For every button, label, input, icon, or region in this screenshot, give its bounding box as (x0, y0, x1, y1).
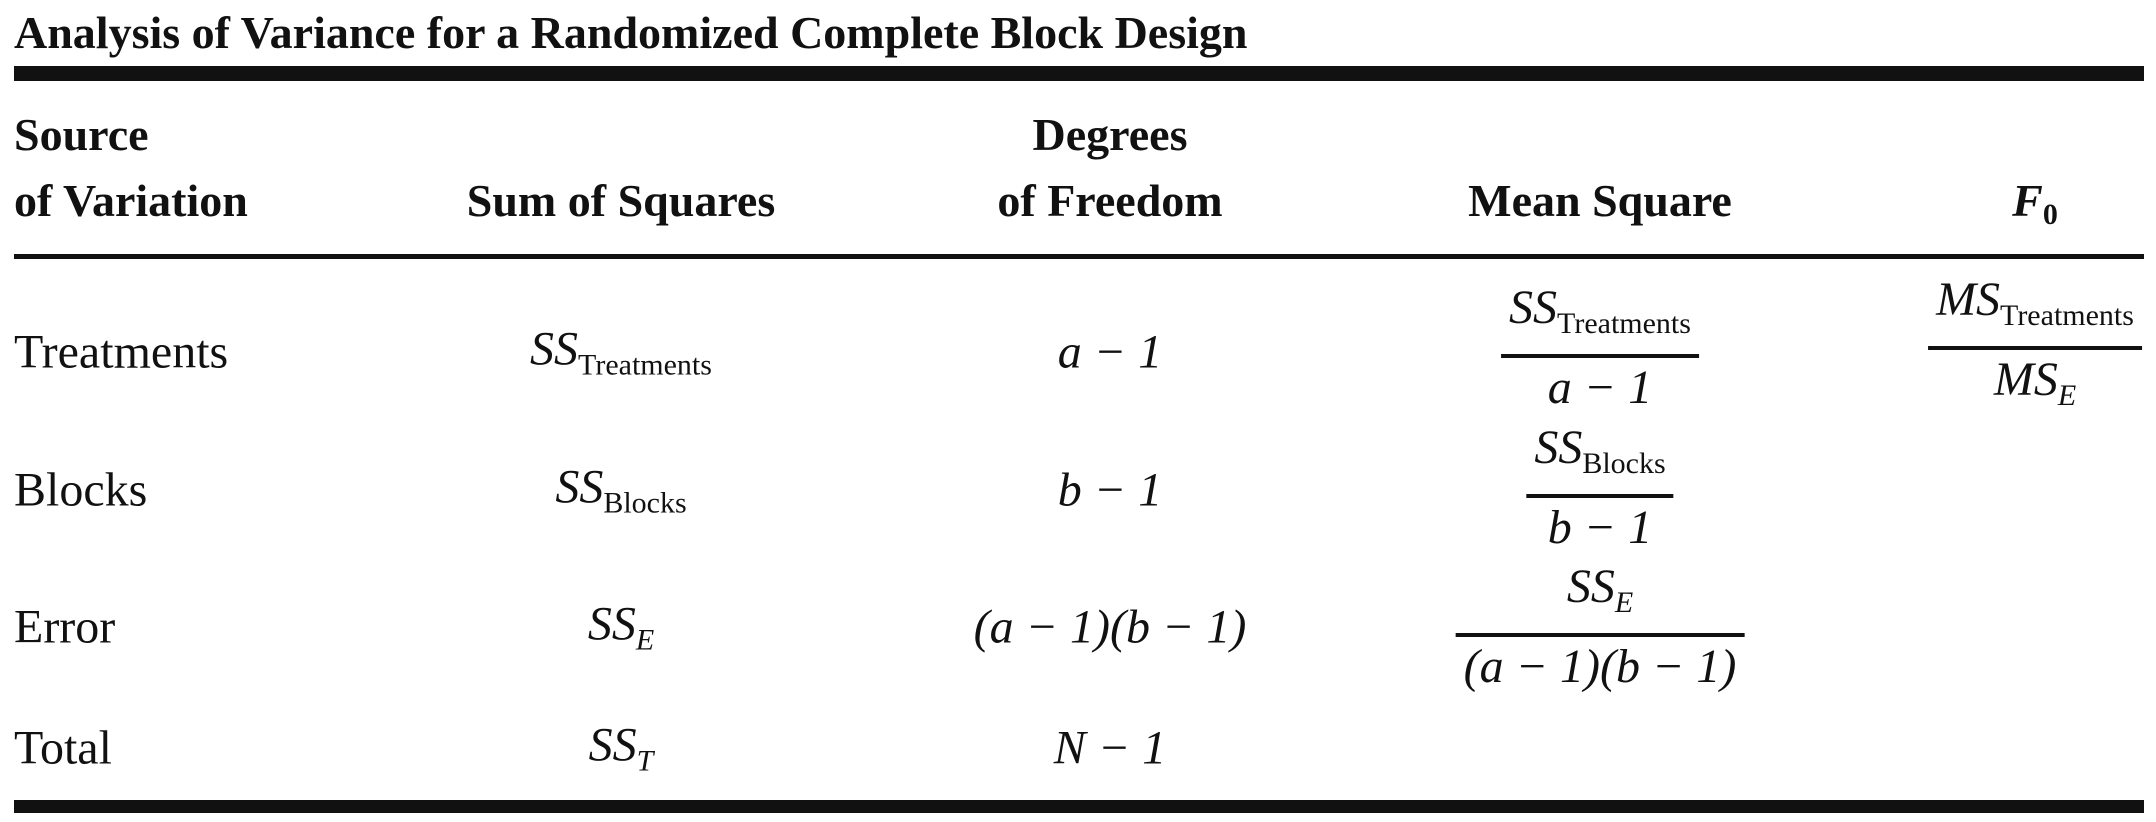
row-ss-blocks: SSBlocks (555, 460, 686, 521)
fraction-numerator: SSBlocks (1526, 420, 1673, 494)
fraction-numerator: SSE (1559, 559, 1641, 633)
header-degrees-of-freedom: Degrees of Freedom (997, 102, 1222, 234)
row-ss-total: SST (589, 718, 654, 779)
f-den-symbol: MS (1993, 353, 2058, 406)
ms-num-symbol: SS (1534, 421, 1583, 474)
f-num-subscript: Treatments (2000, 299, 2134, 332)
table-title: Analysis of Variance for a Randomized Co… (14, 7, 1248, 58)
f-fraction-treatments: MSTreatments MSE (1928, 272, 2142, 424)
header-source-of-variation: Source of Variation (14, 102, 248, 234)
ms-fraction-error: SSE (a − 1)(b − 1) (1455, 559, 1745, 695)
ss-subscript: T (636, 744, 654, 778)
header-f-subscript: 0 (2042, 198, 2058, 231)
ms-fraction-blocks: SSBlocks b − 1 (1526, 420, 1674, 556)
row-source-error: Error (14, 600, 116, 654)
bottom-rule (14, 800, 2144, 813)
ss-subscript: Blocks (603, 486, 687, 520)
ss-subscript: E (635, 623, 655, 657)
row-ss-error: SSE (588, 597, 654, 658)
header-df-line1: Degrees (1032, 109, 1188, 160)
header-mean-square: Mean Square (1468, 175, 1732, 226)
row-source-treatments: Treatments (14, 325, 229, 379)
ms-num-subscript: Blocks (1582, 447, 1666, 480)
row-f-treatments: MSTreatments MSE (1928, 272, 2142, 424)
header-source-line1: Source (14, 109, 149, 160)
fraction-numerator: MSTreatments (1928, 272, 2142, 346)
ss-symbol: SS (588, 718, 637, 772)
header-f-symbol: F (2012, 175, 2043, 226)
row-df-treatments: a − 1 (1057, 325, 1163, 379)
top-rule (14, 66, 2144, 81)
fraction-denominator: a − 1 (1547, 361, 1653, 414)
f-den-subscript: E (2057, 379, 2077, 412)
row-source-total: Total (14, 721, 112, 775)
fraction-bar (1501, 354, 1699, 358)
header-sum-of-squares: Sum of Squares (466, 175, 776, 226)
header-df-line2: of Freedom (997, 175, 1223, 226)
row-ms-treatments: SSTreatments a − 1 (1501, 280, 1699, 416)
row-df-total: N − 1 (1053, 721, 1167, 775)
ms-num-symbol: SS (1509, 281, 1558, 334)
ms-num-subscript: E (1614, 586, 1634, 619)
f-num-symbol: MS (1936, 273, 2001, 326)
row-df-blocks: b − 1 (1057, 463, 1163, 517)
ss-subscript: Treatments (578, 348, 712, 382)
ss-symbol: SS (530, 322, 579, 376)
ms-fraction-treatments: SSTreatments a − 1 (1501, 280, 1699, 416)
row-ms-error: SSE (a − 1)(b − 1) (1455, 559, 1745, 695)
header-source-line2: of Variation (14, 175, 248, 226)
ms-num-subscript: Treatments (1557, 307, 1691, 340)
fraction-bar (1928, 346, 2142, 350)
header-f0: F0 (2012, 168, 2058, 248)
fraction-numerator: SSTreatments (1501, 280, 1699, 354)
row-df-error: (a − 1)(b − 1) (973, 600, 1247, 654)
fraction-bar (1455, 633, 1745, 637)
row-ms-blocks: SSBlocks b − 1 (1526, 420, 1674, 556)
row-source-blocks: Blocks (14, 463, 148, 517)
ss-symbol: SS (555, 460, 604, 514)
row-ss-treatments: SSTreatments (530, 322, 712, 383)
fraction-denominator: b − 1 (1547, 501, 1653, 554)
ms-num-symbol: SS (1566, 560, 1615, 613)
fraction-denominator: (a − 1)(b − 1) (1463, 640, 1737, 693)
fraction-bar (1526, 494, 1674, 498)
fraction-denominator: MSE (1986, 350, 2084, 424)
header-rule (14, 254, 2144, 259)
ss-symbol: SS (587, 597, 636, 651)
